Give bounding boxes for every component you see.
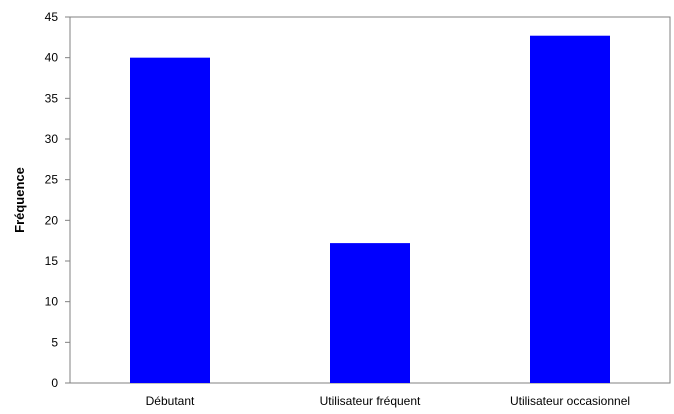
bars bbox=[130, 35, 610, 384]
x-category-label: Débutant bbox=[146, 394, 195, 408]
bar bbox=[330, 243, 410, 383]
y-axis: 0 5 10 15 20 25 30 35 40 45 bbox=[45, 10, 70, 390]
y-tick-label: 20 bbox=[45, 213, 59, 227]
y-tick-label: 15 bbox=[45, 254, 59, 268]
y-tick-label: 45 bbox=[45, 10, 59, 24]
y-tick-label: 35 bbox=[45, 91, 59, 105]
x-category-label: Utilisateur occasionnel bbox=[510, 394, 630, 408]
x-axis: Débutant Utilisateur fréquent Utilisateur … bbox=[146, 394, 630, 408]
y-tick-label: 0 bbox=[51, 376, 58, 390]
y-tick-label: 40 bbox=[45, 51, 59, 65]
x-category-label: Utilisateur fréquent bbox=[320, 394, 421, 408]
bar bbox=[130, 57, 210, 384]
bar bbox=[530, 35, 610, 383]
y-tick-label: 10 bbox=[45, 295, 59, 309]
y-tick-label: 30 bbox=[45, 132, 59, 146]
y-tick-label: 25 bbox=[45, 173, 59, 187]
y-tick-label: 5 bbox=[51, 335, 58, 349]
y-axis-title: Fréquence bbox=[12, 167, 27, 233]
